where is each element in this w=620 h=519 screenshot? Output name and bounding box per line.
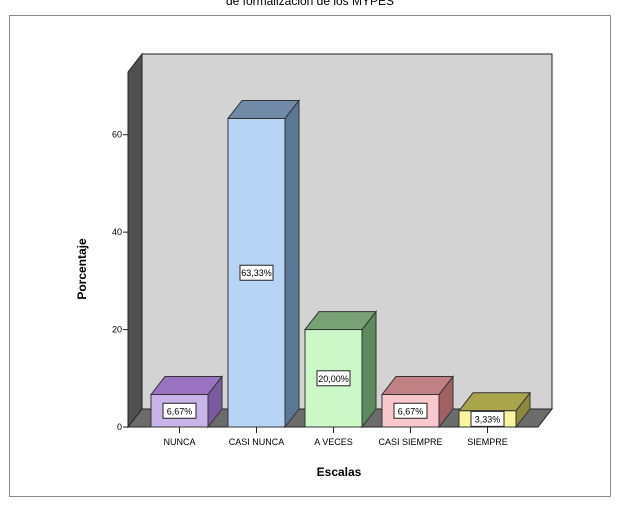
data-label: 63,33% xyxy=(241,268,272,278)
data-label-box xyxy=(470,410,505,427)
data-label-box xyxy=(239,264,274,281)
data-labels: 6,67% 63,33% 20,00% 6,67% 3,33% xyxy=(162,264,505,427)
x-axis-label: Escalas xyxy=(317,465,362,479)
bar-chart: 0 20 40 60 6,67% 63,33% 20,00% 6,67% 3,33% NUNC… xyxy=(75,52,554,479)
x-tick-label: A VECES xyxy=(314,437,353,447)
data-label: 6,67% xyxy=(167,406,193,416)
y-axis-label: Porcentaje xyxy=(75,238,89,300)
y-tick-label: 40 xyxy=(112,227,122,237)
x-tick-label: SIEMPRE xyxy=(467,437,508,447)
data-label-box xyxy=(393,402,428,419)
x-tick-label: CASI NUNCA xyxy=(229,437,285,447)
y-tick-label: 60 xyxy=(112,130,122,140)
bar-side xyxy=(361,310,377,429)
side-wall xyxy=(127,52,143,429)
y-tick-label: 0 xyxy=(117,422,122,432)
x-tick-label: CASI SIEMPRE xyxy=(378,437,442,447)
data-label-box xyxy=(316,370,351,387)
x-axis: NUNCA CASI NUNCA A VECES CASI SIEMPRE SIEMPR… xyxy=(163,427,508,447)
x-tick-label: NUNCA xyxy=(163,437,195,447)
bar-side xyxy=(284,99,300,429)
data-label: 6,67% xyxy=(398,406,424,416)
data-label: 3,33% xyxy=(475,414,501,424)
bar xyxy=(304,329,363,428)
data-label: 20,00% xyxy=(318,374,349,384)
y-tick-label: 20 xyxy=(112,325,122,335)
y-axis: 0 20 40 60 xyxy=(112,92,129,432)
chart-frame: 0 20 40 60 6,67% 63,33% 20,00% 6,67% 3,33% NUNC… xyxy=(9,15,611,497)
chart-title: de formalización de los MYPES xyxy=(225,0,395,8)
data-label-box xyxy=(162,402,197,419)
